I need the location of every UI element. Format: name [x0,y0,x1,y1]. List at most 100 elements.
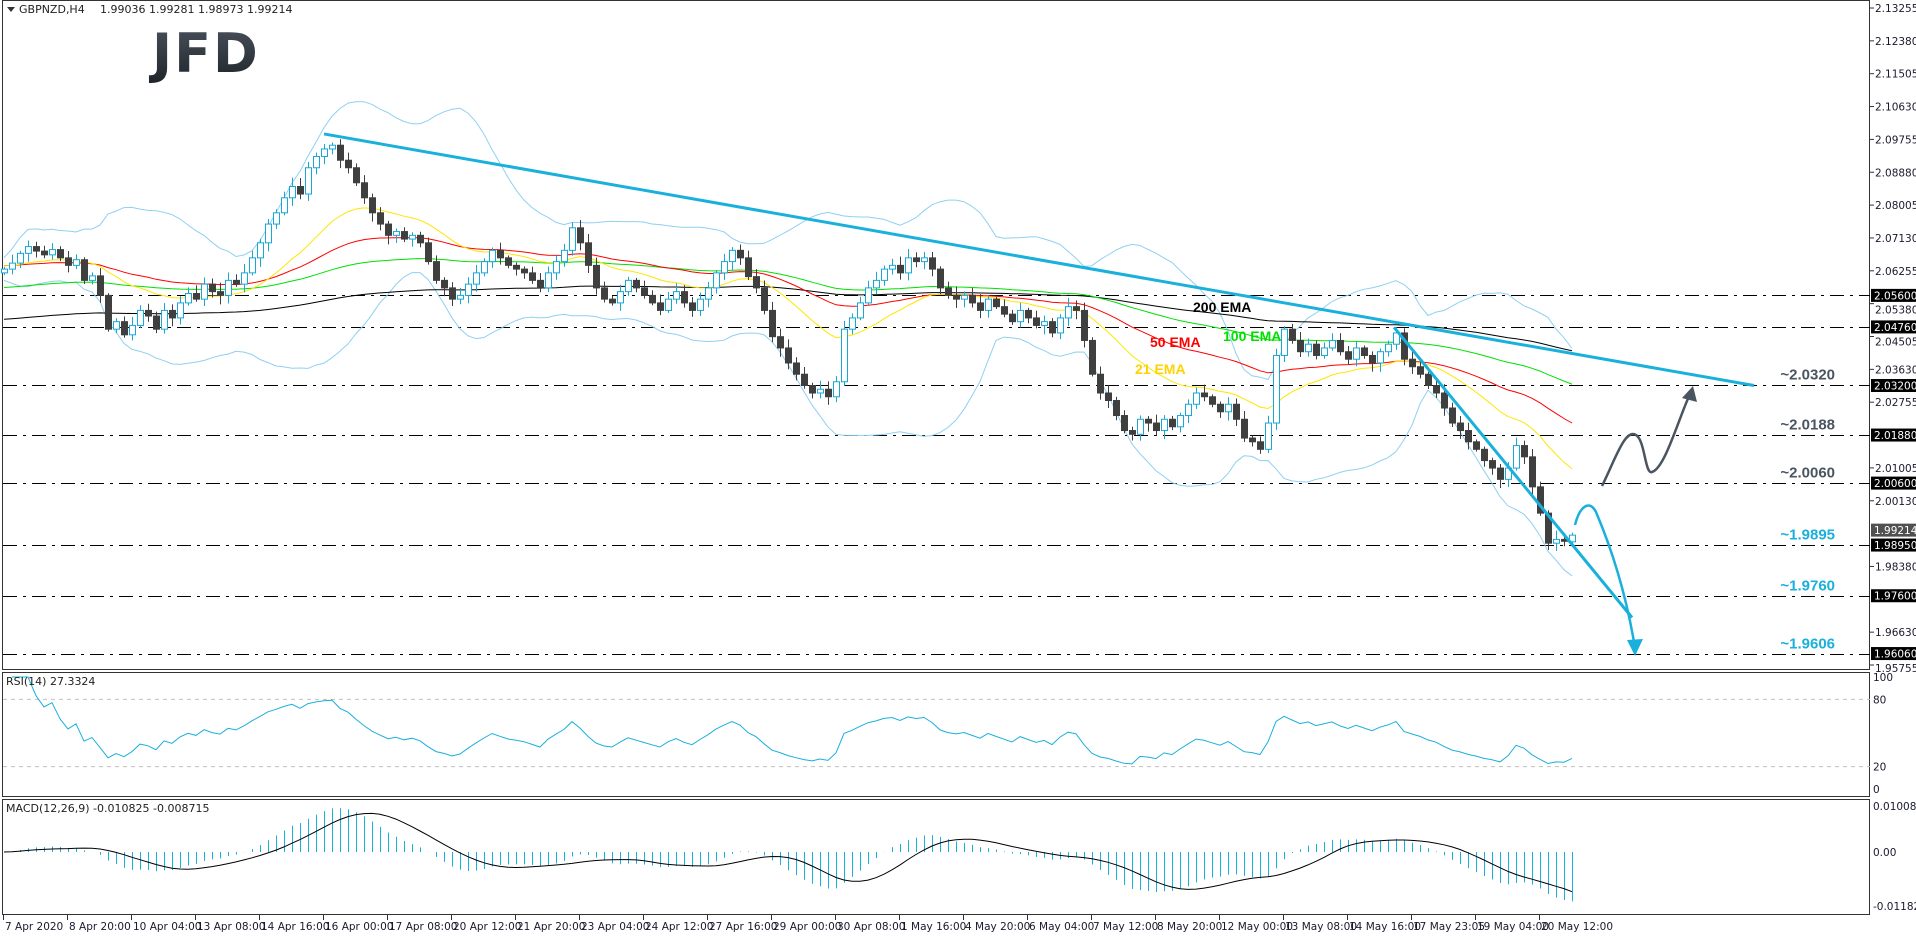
level-annotation: ~1.9895 [1780,527,1835,544]
candle-body [1209,396,1216,405]
candle-body [1417,366,1424,375]
trendline[interactable] [1392,326,1634,619]
candle-body [337,144,344,161]
candle-body [1177,415,1184,428]
candle-body [617,291,624,304]
level-price-label: 2.00600 [1874,478,1916,490]
time-tick-label: 21 Apr 20:00 [517,921,585,933]
candle-body [473,272,480,285]
candle [97,268,104,303]
level-price-label: 1.97600 [1874,591,1916,603]
candle-body [9,262,16,270]
candle-body [121,321,128,336]
candle [361,175,368,204]
level-price-box [1871,428,1916,442]
triangle-down-icon[interactable] [7,7,15,12]
candle-body [1185,403,1192,417]
candle-body [329,144,336,150]
time-tick-label: 1 May 16:00 [901,921,966,933]
candle [249,250,256,276]
candle [1217,401,1224,418]
candle-body [689,302,696,311]
candle-body [505,257,512,266]
candle-body [65,257,72,266]
candle-body [25,246,32,254]
level-annotations: ~2.0320 ~2.0188 ~2.0060 ~1.9895 ~1.9760 ~1.96… [1780,367,1835,653]
candle-body [1265,422,1272,450]
candle [1385,340,1392,357]
level-price-label: 2.01880 [1874,430,1916,442]
candle-body [273,212,280,225]
time-tick-label: 23 Apr 04:00 [581,921,649,933]
candle [713,270,720,294]
candle [1209,394,1216,408]
candle-body [1073,306,1080,311]
candle-body [657,302,664,311]
candle-body [577,227,584,244]
candle-body [569,227,576,251]
level-price-box [1871,378,1916,392]
candle [393,228,400,243]
candle [761,280,768,315]
candle [1025,307,1032,324]
candle [1425,371,1432,390]
candle-body [897,264,904,274]
candle-body [809,384,816,394]
candle-body [1361,347,1368,356]
price-tick-label: 2.04505 [1875,337,1916,349]
candle [225,272,232,304]
candle [1345,346,1352,366]
candle [193,285,200,302]
candle-body [961,294,968,300]
candle-body [1433,384,1440,394]
candle [185,287,192,306]
candle-body [449,287,456,300]
price-tick-label: 2.09755 [1875,134,1916,146]
candle-body [865,287,872,304]
candle-body [433,261,440,281]
candle [1241,410,1248,442]
price-tick-label: 2.03630 [1875,364,1916,376]
candle-body [233,279,240,285]
candle-body [1009,313,1016,323]
candle-body [161,309,168,330]
time-tick-label: 6 May 04:00 [1029,921,1094,933]
candle-body [1081,309,1088,341]
macd-tick-label: 0.00 [1873,847,1896,859]
price-tick-label: 2.02755 [1875,397,1916,409]
candle-body [1369,354,1376,364]
price-tick-label: 1.95755 [1875,663,1916,675]
candle-body [841,328,848,383]
candle-body [353,167,360,184]
candle [681,285,688,308]
trendlines[interactable] [323,132,1755,619]
candle [937,266,944,295]
candle [897,256,904,280]
candle [905,249,912,281]
candle [377,207,384,231]
candle [649,290,656,306]
candle [721,253,728,280]
candle [777,328,784,357]
candle-body [1497,467,1504,480]
candle [233,274,240,287]
candle [521,266,528,279]
candle [745,250,752,280]
candle-body [153,315,160,330]
candle [1297,331,1304,358]
candle-body [593,264,600,289]
candle-body [1273,354,1280,424]
candle-body [225,279,232,296]
candle [1033,310,1040,329]
candle-body [1449,407,1456,424]
candle [657,294,664,316]
candle [1329,333,1336,351]
candle [1553,530,1560,551]
trendline[interactable] [323,132,1755,387]
candle-body [1233,403,1240,420]
time-tick-label: 14 May 16:00 [1349,921,1421,933]
candle-body [785,347,792,364]
candle-body [1105,392,1112,402]
rsi-panel: 100 80 20 0 [3,672,1893,796]
